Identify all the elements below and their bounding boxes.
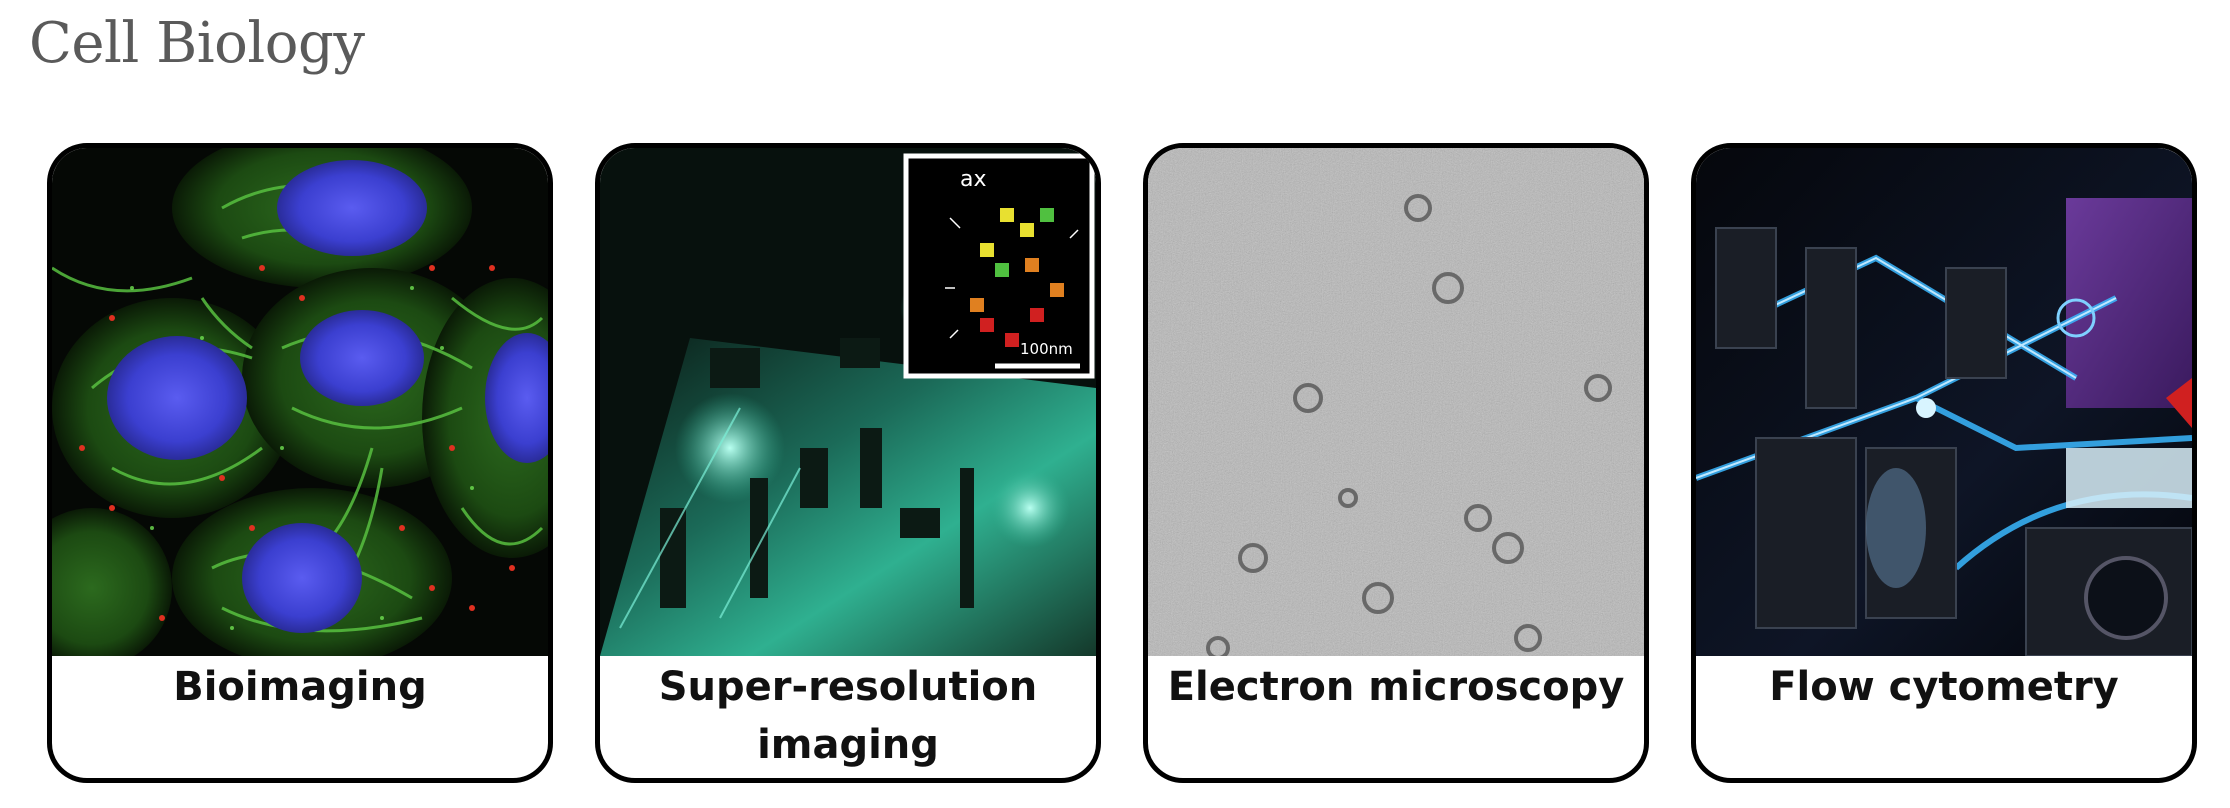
fluorescent-cells-image — [52, 148, 548, 656]
inset-top-label: ax — [960, 167, 987, 192]
card-label: Bioimaging — [173, 664, 427, 710]
card-label: Electron microscopy — [1167, 664, 1625, 710]
page-title: Cell Biology — [29, 11, 365, 76]
laser-optics-image — [1696, 148, 2192, 656]
optical-bench-image: ax 100nm — [600, 148, 1096, 656]
card-flow-cytometry[interactable]: Flow cytometry — [1691, 143, 2197, 783]
card-electron-microscopy[interactable]: Electron microscopy — [1143, 143, 1649, 783]
card-super-resolution[interactable]: ax 100nm Super-resolution imaging — [595, 143, 1101, 783]
card-label: Super-resolution imaging — [658, 664, 1038, 768]
inset-scale-label: 100nm — [1020, 340, 1073, 358]
electron-micrograph-image — [1148, 148, 1644, 656]
card-label: Flow cytometry — [1769, 664, 2119, 710]
card-bioimaging[interactable]: Bioimaging — [47, 143, 553, 783]
